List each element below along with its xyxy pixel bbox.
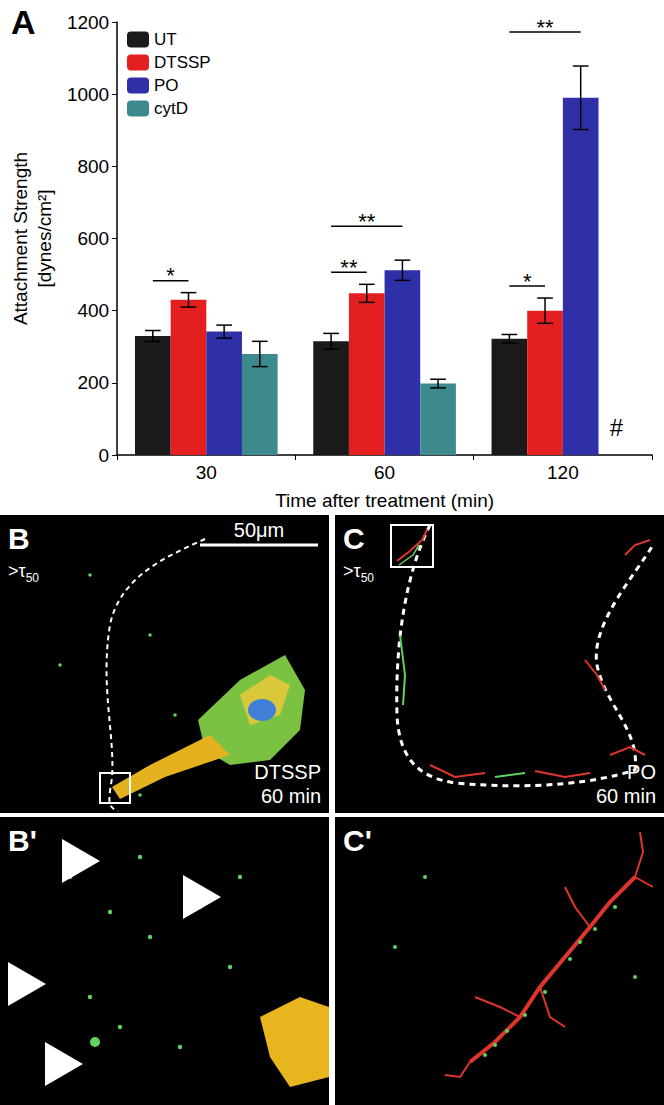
svg-text:A: A [11, 3, 36, 41]
svg-text:1200: 1200 [67, 12, 109, 33]
svg-text:600: 600 [77, 228, 109, 249]
svg-text:0: 0 [99, 445, 110, 466]
svg-text:>τ50: >τ50 [343, 561, 374, 585]
svg-text:DTSSP: DTSSP [154, 53, 211, 72]
svg-text:**: ** [358, 209, 376, 234]
svg-text:200: 200 [77, 372, 109, 393]
svg-text:60: 60 [374, 462, 395, 483]
svg-text:PO: PO [627, 761, 656, 783]
svg-text:[dynes/cm²]: [dynes/cm²] [34, 189, 55, 287]
svg-text:1000: 1000 [67, 84, 109, 105]
svg-text:B': B' [8, 824, 37, 857]
svg-text:PO: PO [154, 76, 179, 95]
svg-text:120: 120 [547, 462, 579, 483]
svg-text:#: # [610, 414, 624, 441]
svg-text:50μm: 50μm [234, 519, 284, 541]
svg-text:*: * [166, 263, 175, 288]
svg-text:B: B [8, 522, 30, 555]
svg-text:cytD: cytD [154, 99, 188, 118]
svg-text:UT: UT [154, 30, 177, 49]
svg-text:*: * [523, 269, 532, 294]
svg-text:400: 400 [77, 300, 109, 321]
svg-text:**: ** [340, 255, 358, 280]
svg-text:C: C [343, 522, 365, 555]
svg-text:Time after treatment (min): Time after treatment (min) [275, 490, 494, 511]
svg-text:C': C' [343, 824, 372, 857]
svg-text:>τ50: >τ50 [8, 561, 39, 585]
svg-text:800: 800 [77, 156, 109, 177]
svg-text:DTSSP: DTSSP [254, 761, 321, 783]
svg-text:30: 30 [196, 462, 217, 483]
svg-text:60 min: 60 min [261, 785, 321, 807]
svg-text:**: ** [536, 15, 554, 40]
svg-text:60 min: 60 min [596, 785, 656, 807]
svg-text:Attachment Strength: Attachment Strength [10, 152, 31, 325]
